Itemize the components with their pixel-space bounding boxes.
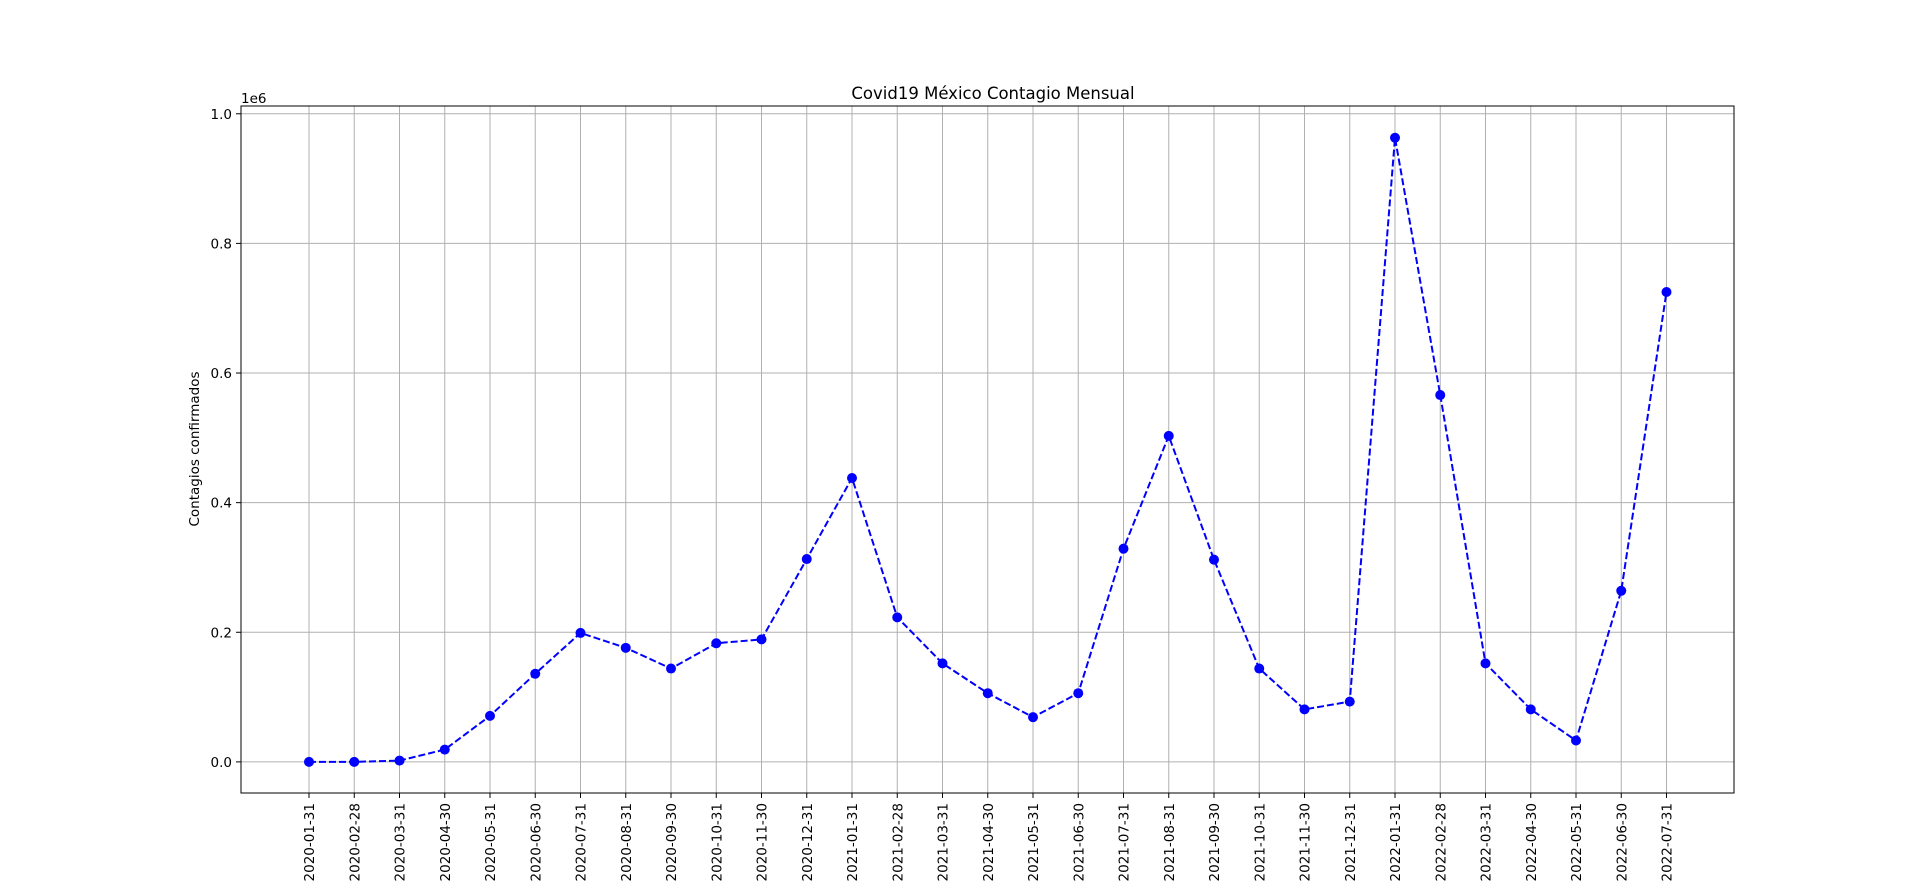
data-point — [1616, 585, 1627, 596]
x-tick-label: 2022-04-30 — [1524, 803, 1540, 881]
data-point — [349, 756, 360, 767]
y-axis-label: Contagios confirmados — [187, 371, 203, 526]
y-tick-label: 0.8 — [211, 236, 232, 252]
x-tick-label: 2021-10-31 — [1252, 803, 1268, 881]
data-point — [1118, 543, 1129, 554]
x-tick-label: 2020-10-31 — [709, 803, 725, 881]
x-tick-label: 2020-09-30 — [664, 803, 680, 881]
x-tick-label: 2020-02-28 — [347, 803, 363, 881]
data-point — [575, 627, 586, 638]
data-point — [1480, 658, 1491, 669]
x-tick-label: 2021-11-30 — [1298, 803, 1314, 881]
x-tick-label: 2020-04-30 — [438, 803, 454, 881]
data-point — [1435, 390, 1446, 401]
data-point — [530, 668, 541, 679]
data-point — [1525, 704, 1536, 715]
data-point — [1254, 663, 1265, 674]
x-tick-label: 2020-05-31 — [483, 803, 499, 881]
x-tick-label: 2022-06-30 — [1614, 803, 1630, 881]
y-tick-label: 1.0 — [211, 107, 232, 123]
x-tick-label: 2021-09-30 — [1207, 803, 1223, 881]
x-tick-label: 2021-04-30 — [981, 803, 997, 881]
data-point — [982, 688, 993, 699]
x-tick-label: 2020-11-30 — [755, 803, 771, 881]
y-tick-label: 0.4 — [211, 496, 232, 512]
x-tick-label: 2021-02-28 — [890, 803, 906, 881]
x-tick-label: 2021-06-30 — [1071, 803, 1087, 881]
data-point — [1390, 132, 1400, 143]
x-tick-label: 2020-03-31 — [393, 803, 409, 881]
x-tick-label: 2022-02-28 — [1433, 803, 1449, 881]
x-tick-label: 2022-01-31 — [1388, 803, 1404, 881]
x-tick-label: 2020-08-31 — [619, 803, 635, 881]
x-tick-label: 2021-07-31 — [1117, 803, 1133, 881]
x-tick-label: 2020-01-31 — [302, 803, 318, 881]
data-point — [1299, 704, 1310, 715]
x-tick-label: 2021-12-31 — [1343, 803, 1359, 881]
y-axis-multiplier: 1e6 — [241, 91, 266, 107]
data-point — [620, 642, 631, 653]
y-axis-ticks: 0.0 0.2 0.4 0.6 0.8 1.0 — [211, 107, 241, 771]
data-point — [1571, 735, 1581, 746]
x-tick-label: 2022-05-31 — [1569, 803, 1585, 881]
x-tick-label: 2021-08-31 — [1162, 803, 1178, 881]
data-point — [711, 638, 722, 649]
x-tick-label: 2020-07-31 — [574, 803, 590, 881]
series-markers — [304, 132, 1672, 767]
data-point — [1073, 688, 1084, 699]
data-point — [485, 710, 495, 721]
data-point — [937, 658, 948, 669]
data-point — [304, 756, 314, 767]
x-tick-label: 2020-12-31 — [800, 803, 816, 881]
data-point — [1344, 696, 1355, 707]
data-point — [1661, 287, 1672, 298]
x-axis-ticks: 2020-01-31 2020-02-28 2020-03-31 2020-04-30… — [302, 793, 1676, 881]
grid — [241, 106, 1734, 793]
x-tick-label: 2021-05-31 — [1026, 803, 1042, 881]
chart-title: Covid19 México Contagio Mensual — [851, 84, 1134, 103]
data-point — [439, 744, 450, 755]
x-tick-label: 2022-07-31 — [1660, 803, 1676, 881]
data-point — [1028, 712, 1038, 723]
data-point — [1209, 554, 1219, 565]
data-point — [847, 473, 857, 484]
y-tick-label: 0.0 — [211, 755, 232, 771]
x-tick-label: 2021-03-31 — [936, 803, 952, 881]
data-point — [892, 612, 903, 623]
data-point — [801, 554, 812, 565]
data-point — [756, 634, 767, 645]
y-tick-label: 0.6 — [211, 366, 232, 382]
x-tick-label: 2020-06-30 — [528, 803, 544, 881]
data-point — [1163, 430, 1174, 441]
x-tick-label: 2021-01-31 — [845, 803, 861, 881]
data-point — [666, 663, 676, 674]
data-point — [394, 755, 405, 766]
y-tick-label: 0.2 — [211, 625, 232, 641]
x-tick-label: 2022-03-31 — [1479, 803, 1495, 881]
